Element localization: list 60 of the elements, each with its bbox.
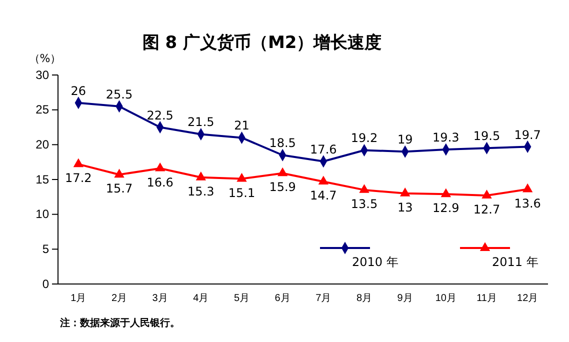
x-tick-label: 1月 (70, 293, 86, 304)
x-tick-label: 9月 (397, 293, 413, 304)
point (400, 188, 410, 196)
y-tick-label: 5 (42, 242, 50, 256)
data-label: 15.1 (228, 186, 256, 200)
data-label: 17.6 (310, 142, 337, 156)
data-label: 12.7 (473, 202, 500, 217)
legend-label: 2011 年 (492, 255, 538, 269)
point (318, 176, 329, 185)
data-label: 13.6 (514, 196, 541, 210)
x-tick-label: 7月 (316, 293, 332, 304)
data-label: 25.5 (106, 87, 133, 102)
data-label: 17.2 (65, 171, 92, 186)
data-label: 15.3 (188, 184, 214, 198)
y-tick-label: 30 (36, 68, 50, 82)
y-tick-label: 10 (36, 207, 50, 222)
point (522, 183, 533, 192)
point (114, 168, 124, 178)
point (196, 172, 206, 180)
x-tick-label: 4月 (193, 293, 209, 304)
data-label: 19.5 (473, 129, 500, 144)
point (236, 172, 247, 182)
x-tick-label: 8月 (356, 293, 372, 304)
data-label: 15.7 (106, 182, 133, 196)
point (359, 184, 370, 193)
data-label: 13.5 (350, 196, 378, 211)
point (73, 158, 84, 168)
data-label: 16.6 (146, 175, 174, 190)
x-tick-label: 11月 (476, 293, 497, 304)
data-label: 21 (234, 118, 250, 133)
y-tick-label: 0 (42, 276, 50, 291)
data-label: 19.7 (514, 128, 541, 142)
point (154, 162, 166, 172)
data-label: 15.9 (269, 180, 296, 194)
point (440, 188, 452, 198)
text: 注：数据来源于人民银行。 (59, 317, 180, 329)
chart-title: 图 8 广义货币（M2）增长速度 (142, 33, 382, 53)
data-label: 22.5 (146, 108, 174, 122)
data-label: 14.7 (310, 188, 337, 203)
point (482, 190, 492, 198)
y-axis-title: （%） (28, 52, 62, 65)
point (277, 167, 288, 176)
legend-label: 2010 年 (352, 255, 398, 269)
x-tick-label: 12月 (517, 293, 538, 304)
data-label: 19.3 (432, 130, 460, 145)
data-label: 13 (397, 200, 413, 214)
data-label: 21.5 (188, 115, 214, 130)
data-label: 12.9 (432, 201, 460, 216)
x-tick-label: 5月 (234, 293, 250, 304)
x-tick-label: 6月 (274, 293, 290, 304)
data-label: 19.2 (350, 131, 378, 146)
y-tick-label: 20 (36, 138, 50, 152)
x-tick-label: 2月 (111, 293, 128, 304)
x-tick-label: 3月 (152, 293, 168, 304)
data-label: 18.5 (269, 136, 296, 150)
y-tick-label: 15 (36, 172, 50, 186)
data-label: 19 (397, 132, 413, 147)
y-tick-label: 25 (36, 102, 50, 117)
data-label: 26 (70, 84, 86, 98)
x-tick-label: 10月 (435, 293, 456, 304)
